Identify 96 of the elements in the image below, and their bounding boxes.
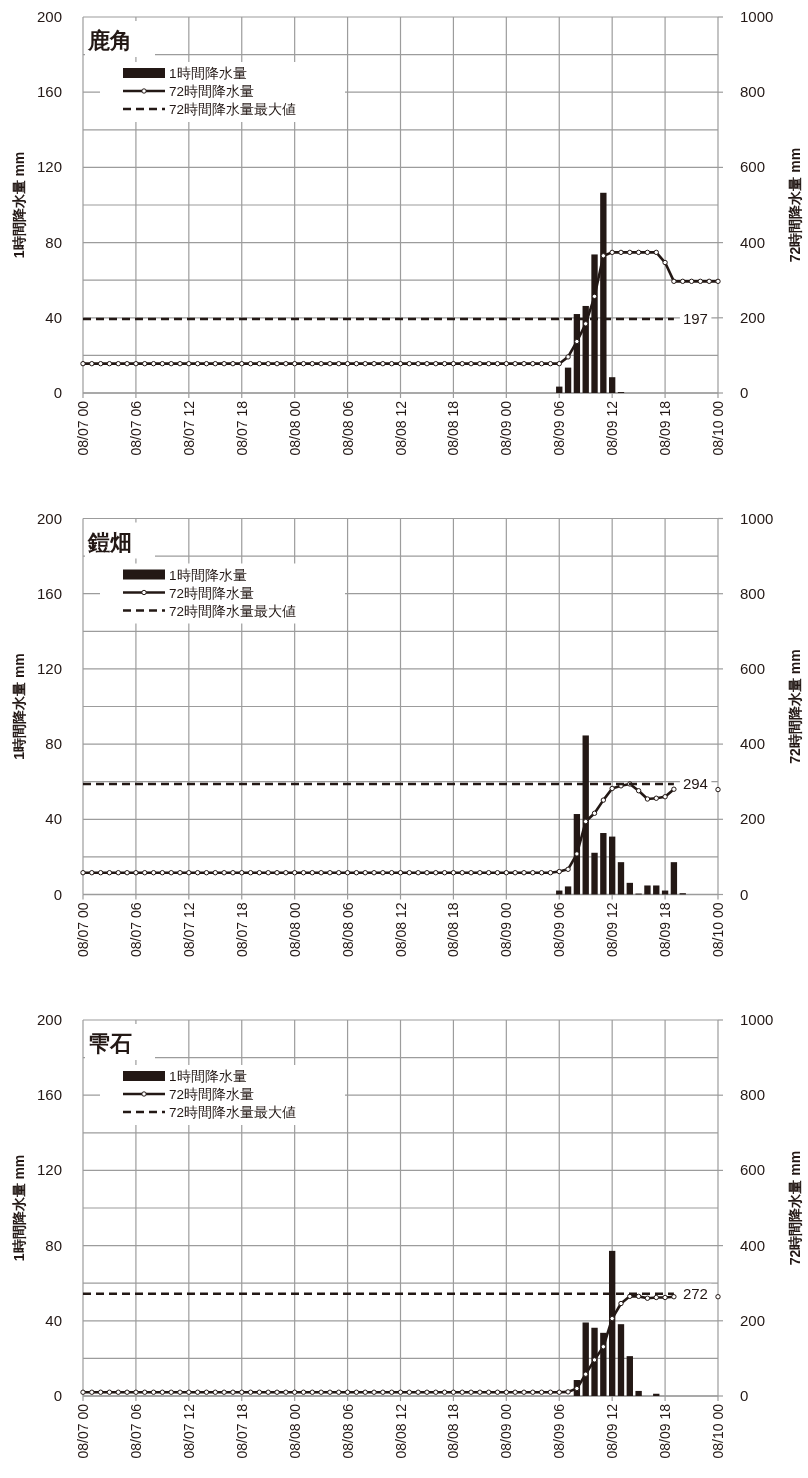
text: 雫石 bbox=[88, 1031, 132, 1056]
x-tick-label: 08/09 12 bbox=[604, 400, 621, 456]
y2-tick-label: 800 bbox=[740, 1086, 766, 1104]
y-tick-label: 40 bbox=[45, 1311, 62, 1329]
y2-tick-label: 600 bbox=[740, 158, 766, 176]
y-tick-label: 0 bbox=[53, 384, 62, 401]
legend-label: 72時間降水量 bbox=[169, 1087, 255, 1102]
x-tick-label: 08/08 12 bbox=[392, 400, 409, 456]
x-tick-label: 08/08 06 bbox=[339, 400, 356, 456]
y-tick-label: 80 bbox=[45, 233, 62, 251]
x-tick-label: 08/09 06 bbox=[551, 1403, 568, 1459]
x-tick-label: 08/09 18 bbox=[657, 902, 674, 957]
y-axis-title: 1時間降水量 mm bbox=[11, 1154, 27, 1262]
x-tick-label: 08/09 00 bbox=[498, 1403, 515, 1459]
y-tick-label: 0 bbox=[53, 885, 62, 903]
y2-axis-title: 72時間降水量 mm bbox=[787, 649, 803, 764]
y2-tick-label: 200 bbox=[740, 810, 766, 828]
x-tick-label: 08/07 18 bbox=[233, 400, 250, 456]
x-tick-label: 08/08 00 bbox=[286, 1403, 303, 1459]
y-tick-label: 40 bbox=[45, 810, 62, 828]
y-tick-label: 40 bbox=[45, 308, 62, 326]
legend-label: 72時間降水量 bbox=[169, 585, 255, 601]
y-tick-label: 200 bbox=[36, 8, 62, 25]
y2-tick-label: 800 bbox=[740, 584, 766, 602]
y2-axis-title: 72時間降水量 mm bbox=[787, 1150, 803, 1266]
x-tick-label: 08/08 18 bbox=[445, 400, 462, 456]
legend-label: 72時間降水量 bbox=[169, 84, 255, 99]
x-tick-label: 08/08 18 bbox=[445, 902, 462, 957]
y2-tick-label: 0 bbox=[740, 384, 749, 401]
y-tick-label: 80 bbox=[45, 1236, 62, 1254]
x-tick-label: 08/08 00 bbox=[286, 902, 303, 957]
y-tick-label: 200 bbox=[36, 509, 62, 527]
x-tick-label: 08/07 12 bbox=[180, 400, 197, 456]
y2-tick-label: 1000 bbox=[740, 8, 774, 25]
y2-tick-label: 200 bbox=[740, 1311, 766, 1329]
x-tick-label: 08/09 06 bbox=[551, 400, 568, 456]
x-tick-label: 08/09 18 bbox=[657, 1403, 674, 1459]
y2-tick-label: 400 bbox=[740, 1236, 766, 1254]
y2-tick-label: 200 bbox=[740, 308, 766, 326]
y-tick-label: 0 bbox=[53, 1387, 62, 1404]
y2-tick-label: 0 bbox=[740, 1387, 749, 1404]
y2-tick-label: 600 bbox=[740, 1161, 766, 1179]
x-tick-label: 08/07 06 bbox=[127, 902, 144, 957]
x-tick-label: 08/07 00 bbox=[75, 400, 91, 456]
y2-tick-label: 400 bbox=[740, 735, 766, 753]
x-tick-label: 08/07 00 bbox=[75, 1403, 91, 1459]
x-tick-label: 08/09 00 bbox=[498, 902, 515, 957]
data-label: 294 bbox=[682, 774, 708, 792]
x-tick-label: 08/07 06 bbox=[127, 400, 144, 456]
legend-label: 72時間降水量最大値 bbox=[169, 1105, 297, 1120]
x-tick-label: 08/07 18 bbox=[233, 902, 250, 957]
legend-label: 1時間降水量 bbox=[169, 1069, 247, 1084]
y2-tick-label: 1000 bbox=[740, 509, 774, 527]
x-tick-label: 08/07 12 bbox=[180, 902, 197, 957]
x-tick-label: 08/08 00 bbox=[286, 400, 303, 456]
legend-label: 1時間降水量 bbox=[169, 66, 247, 81]
x-tick-label: 08/10 00 bbox=[710, 902, 726, 957]
y-tick-label: 200 bbox=[36, 1011, 62, 1028]
x-tick-label: 08/09 12 bbox=[604, 1403, 621, 1459]
x-tick-label: 08/07 18 bbox=[233, 1403, 250, 1459]
x-tick-label: 08/10 00 bbox=[710, 1403, 726, 1459]
data-label: 272 bbox=[682, 1284, 708, 1302]
y-tick-label: 120 bbox=[36, 1161, 62, 1179]
x-tick-label: 08/08 12 bbox=[392, 902, 409, 957]
x-tick-label: 08/07 12 bbox=[180, 1403, 197, 1459]
text: 鹿角 bbox=[87, 28, 132, 53]
y2-tick-label: 600 bbox=[740, 659, 766, 677]
y-tick-label: 160 bbox=[36, 83, 62, 101]
y-tick-label: 120 bbox=[36, 158, 62, 176]
x-tick-label: 08/07 06 bbox=[127, 1403, 144, 1459]
y-tick-label: 160 bbox=[36, 1086, 62, 1104]
legend-label: 1時間降水量 bbox=[169, 567, 247, 583]
legend-label: 72時間降水量最大値 bbox=[169, 102, 297, 117]
y-axis-title: 1時間降水量 mm bbox=[11, 151, 27, 259]
x-tick-label: 08/09 00 bbox=[498, 400, 515, 456]
x-tick-label: 08/09 06 bbox=[551, 902, 568, 957]
x-tick-label: 08/07 00 bbox=[75, 902, 91, 957]
x-tick-label: 08/08 06 bbox=[339, 1403, 356, 1459]
y-tick-label: 160 bbox=[36, 584, 62, 602]
y-tick-label: 120 bbox=[36, 659, 62, 677]
legend-label: 72時間降水量最大値 bbox=[169, 603, 297, 619]
y2-tick-label: 800 bbox=[740, 83, 766, 101]
x-tick-label: 08/10 00 bbox=[710, 400, 726, 456]
y2-tick-label: 1000 bbox=[740, 1011, 774, 1028]
y2-tick-label: 0 bbox=[740, 885, 749, 903]
x-tick-label: 08/09 12 bbox=[604, 902, 621, 957]
x-tick-label: 08/08 18 bbox=[445, 1403, 462, 1459]
x-tick-label: 08/09 18 bbox=[657, 400, 674, 456]
x-tick-label: 08/08 12 bbox=[392, 1403, 409, 1459]
y2-tick-label: 400 bbox=[740, 233, 766, 251]
y-axis-title: 1時間降水量 mm bbox=[11, 653, 27, 760]
y2-axis-title: 72時間降水量 mm bbox=[787, 147, 803, 263]
data-label: 197 bbox=[682, 309, 708, 327]
y-tick-label: 80 bbox=[45, 735, 62, 753]
x-tick-label: 08/08 06 bbox=[339, 902, 356, 957]
text: 鎧畑 bbox=[87, 529, 132, 555]
